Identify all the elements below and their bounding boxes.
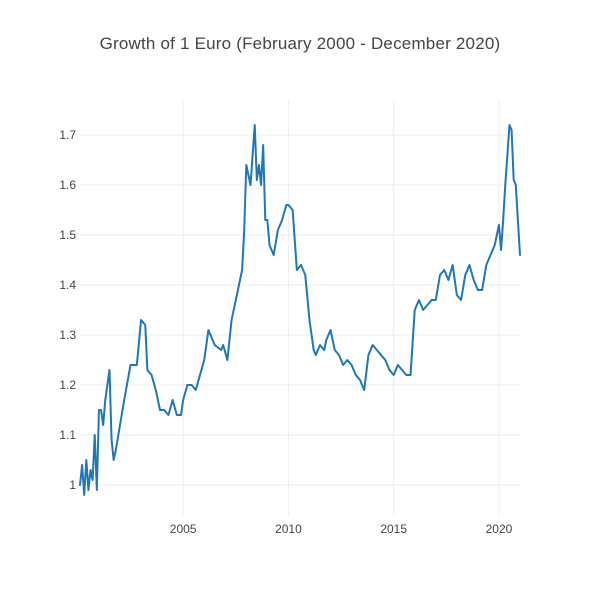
chart-title: Growth of 1 Euro (February 2000 - Decemb… [99,34,501,53]
y-tick-label: 1.3 [59,328,76,342]
series-line [79,124,521,496]
x-tick-label: 2020 [486,522,513,536]
y-tick-label: 1.1 [59,428,76,442]
axis-ticks: 2005 2010 2015 2020 1 1.1 1.2 1.3 1.4 1.5 1.6 1.7 [59,128,512,536]
x-tick-label: 2005 [170,522,197,536]
grid-lines [80,100,520,515]
y-tick-label: 1.5 [59,228,76,242]
x-tick-label: 2015 [380,522,407,536]
y-tick-label: 1 [69,478,76,492]
y-tick-label: 1.4 [59,278,76,292]
y-tick-label: 1.7 [59,128,76,142]
y-tick-label: 1.6 [59,178,76,192]
x-tick-label: 2010 [275,522,302,536]
y-tick-label: 1.2 [59,378,76,392]
series-layer [79,124,521,496]
